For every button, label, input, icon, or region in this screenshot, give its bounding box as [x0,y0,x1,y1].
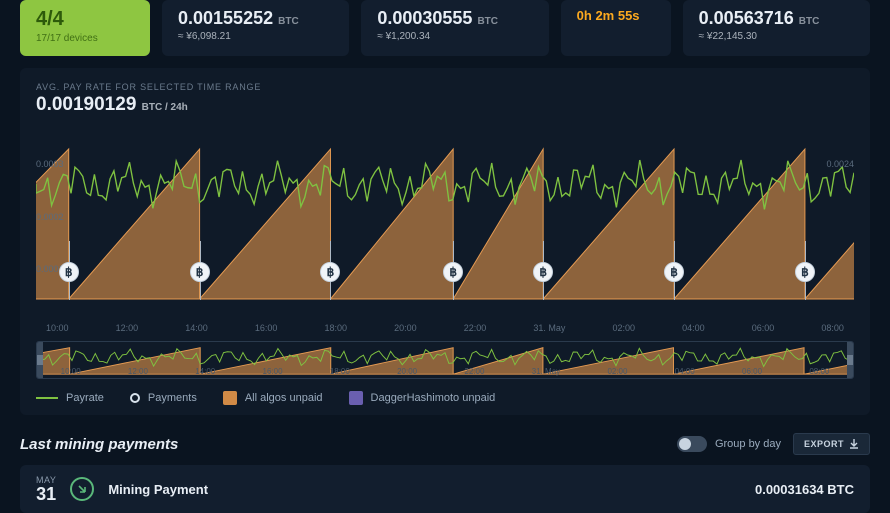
stat-card-1: 0.00155252 BTC ≈ ¥6,098.21 [162,0,349,56]
chart-svg [36,124,854,319]
payment-amount: 0.00031634 BTC [755,482,854,497]
chart-header-value: 0.00190129 BTC / 24h [36,94,854,116]
stat-cards-row: 4/4 17/17 devices 0.00155252 BTC ≈ ¥6,09… [20,0,870,56]
y-left-tick: 0.0002 [36,212,64,222]
stat1-sub: ≈ ¥6,098.21 [178,31,333,42]
legend-all-unpaid: All algos unpaid [223,391,323,405]
legend-payments: Payments [130,392,197,404]
payment-marker[interactable]: ฿ [59,262,79,282]
incoming-icon [70,477,94,501]
stat1-value: 0.00155252 BTC [178,8,333,29]
stat-card-3: 0.00563716 BTC ≈ ¥22,145.30 [683,0,870,56]
chart-panel: AVG. PAY RATE FOR SELECTED TIME RANGE 0.… [20,68,870,415]
brush-chart[interactable]: 10:0012:0014:0016:0018:0020:0022:0031. M… [36,341,854,379]
payment-date: MAY 31 [36,475,56,503]
stat3-value: 0.00563716 BTC [699,8,854,29]
toggle-icon [677,436,707,452]
payments-header: Last mining payments Group by day EXPORT [20,433,870,455]
payment-marker[interactable]: ฿ [795,262,815,282]
group-by-day-toggle[interactable]: Group by day [677,436,781,452]
next-payout-card: 0h 2m 55s [561,0,671,56]
y-left-tick: 0.0003 [36,159,64,169]
payment-marker[interactable]: ฿ [443,262,463,282]
stat2-sub: ≈ ¥1,200.34 [377,31,532,42]
x-axis-ticks: 10:0012:0014:0016:0018:0020:0022:0031. M… [36,319,854,333]
active-rigs-card[interactable]: 4/4 17/17 devices [20,0,150,56]
payments-title: Last mining payments [20,436,178,453]
brush-handle-left[interactable] [37,342,43,378]
payment-marker[interactable]: ฿ [320,262,340,282]
stat2-value: 0.00030555 BTC [377,8,532,29]
payment-marker[interactable]: ฿ [533,262,553,282]
circle-icon [130,393,140,403]
legend-payrate: Payrate [36,392,104,404]
payment-marker[interactable]: ฿ [664,262,684,282]
stat3-sub: ≈ ¥22,145.30 [699,31,854,42]
export-button[interactable]: EXPORT [793,433,870,455]
chart-legend: Payrate Payments All algos unpaid Dagger… [36,391,854,405]
brush-svg [37,342,853,378]
payment-marker[interactable]: ฿ [190,262,210,282]
main-chart[interactable]: 0.0003 0.0002 0.0001 0.0024 ฿฿฿฿฿฿฿ [36,124,854,319]
next-payout-time: 0h 2m 55s [577,8,655,23]
y-right-tick: 0.0024 [826,159,854,169]
active-rigs-value: 4/4 [36,8,134,31]
active-rigs-sub: 17/17 devices [36,33,134,44]
brush-handle-right[interactable] [847,342,853,378]
chart-header-label: AVG. PAY RATE FOR SELECTED TIME RANGE [36,82,854,92]
stat-card-2: 0.00030555 BTC ≈ ¥1,200.34 [361,0,548,56]
legend-dagger: DaggerHashimoto unpaid [349,391,496,405]
payment-row[interactable]: MAY 31 Mining Payment 0.00031634 BTC [20,465,870,513]
payment-label: Mining Payment [108,482,208,497]
download-icon [849,439,859,449]
